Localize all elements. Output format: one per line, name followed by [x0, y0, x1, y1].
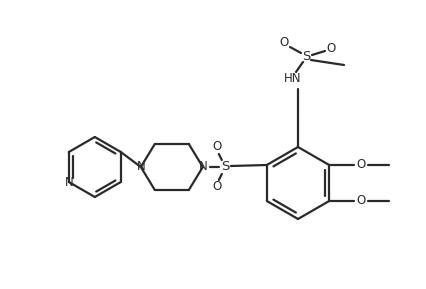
- Text: O: O: [357, 194, 366, 208]
- Text: N: N: [64, 175, 73, 188]
- Text: O: O: [326, 42, 336, 55]
- Text: O: O: [279, 36, 289, 49]
- Text: O: O: [357, 158, 366, 171]
- Text: N: N: [199, 160, 207, 173]
- Text: N: N: [136, 160, 145, 173]
- Text: S: S: [221, 160, 229, 173]
- Text: O: O: [212, 181, 222, 194]
- Text: O: O: [212, 140, 222, 153]
- Text: HN: HN: [284, 73, 302, 86]
- Text: S: S: [302, 51, 310, 64]
